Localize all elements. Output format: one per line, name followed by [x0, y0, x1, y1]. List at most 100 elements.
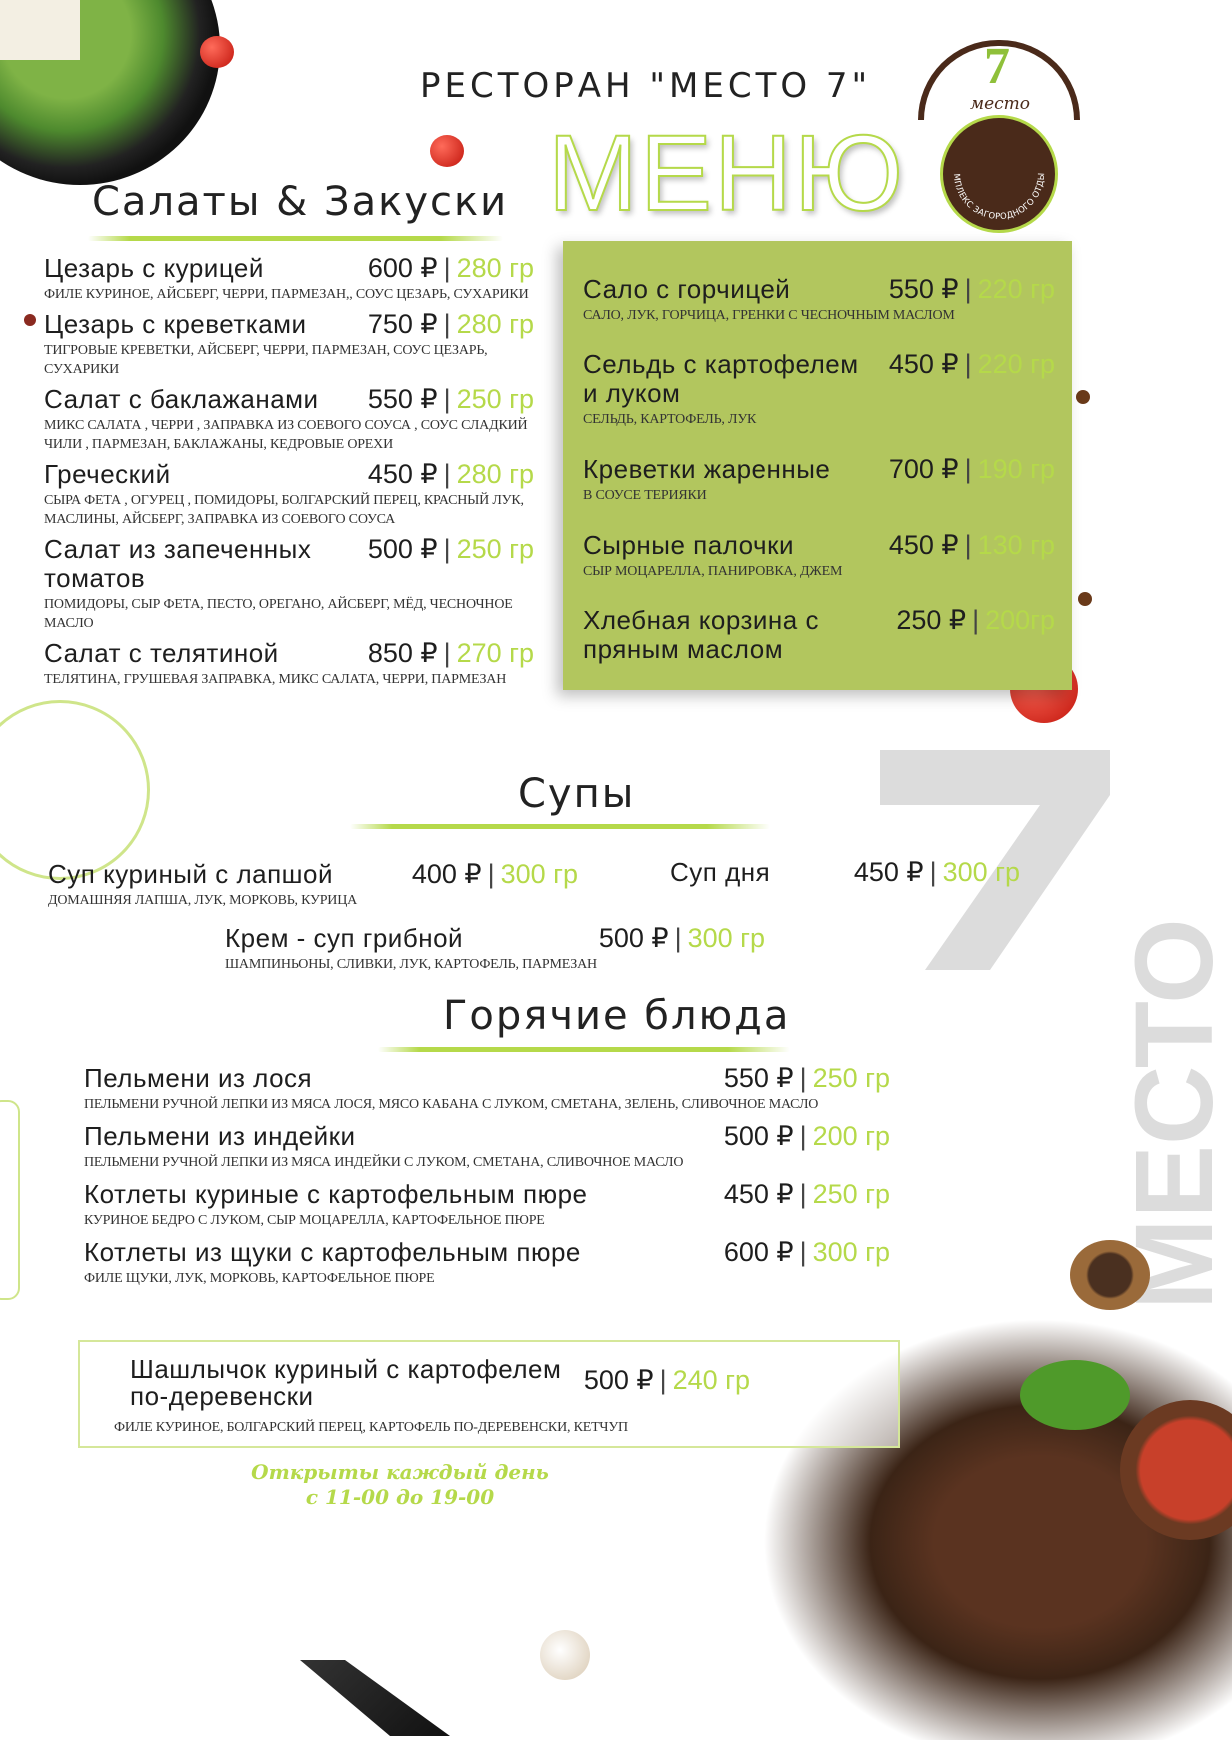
dish-price: 400 ₽ | 300 гр	[412, 860, 578, 889]
price-value: 550 ₽	[888, 273, 959, 304]
weight-value: 280 гр	[456, 253, 534, 283]
soup-item: Суп куриный с лапшой 400 ₽ | 300 гр домашняя…	[48, 860, 578, 910]
tomato-image	[200, 36, 234, 68]
item-row: Пельмени из лося 550 ₽ | 250 гр	[84, 1064, 890, 1093]
dish-name: Сельдь с картофелем и луком	[583, 349, 859, 409]
item-row: Салат с баклажанами 550 ₽ | 250 гр	[44, 385, 534, 414]
tomato-image	[430, 135, 464, 167]
menu-item: Суп дня 450 ₽ | 300 гр	[670, 858, 1020, 887]
dish-name: Котлеты куриные с картофельным пюре	[84, 1179, 588, 1209]
dish-name: Пельмени из лося	[84, 1063, 313, 1093]
dish-name: Салат из запеченных томатов	[44, 534, 312, 593]
menu-item: Салат с телятиной 850 ₽ | 270 гр телятина, г…	[44, 639, 534, 689]
peppercorn-icon	[1076, 390, 1090, 404]
item-row: Сало с горчицей 550 ₽ | 220 гр	[583, 273, 1055, 304]
weight-value: 270 гр	[456, 638, 534, 668]
item-row: Котлеты из щуки с картофельным пюре 600 ₽…	[84, 1238, 890, 1267]
dish-description: шампиньоны, сливки, лук, картофель, парм…	[225, 957, 597, 972]
dish-price: 450 ₽ | 220 гр	[889, 350, 1055, 379]
separator: |	[799, 1121, 807, 1151]
section-underline	[350, 824, 770, 829]
dish-description: тигровые креветки, айсберг, черри, парме…	[44, 343, 488, 377]
dish-price: 550 ₽ | 220 гр	[888, 273, 1055, 304]
menu-item: Сырные палочки 450 ₽ | 130 гр сыр моцарелла,…	[583, 529, 1055, 581]
bottle-sketch-image	[0, 1100, 20, 1300]
price-value: 550 ₽	[723, 1063, 794, 1093]
logo-ring-text-svg: КОМПЛЕКС ЗАГОРОДНОГО ОТДЫХА	[940, 115, 1047, 222]
menu-item: Греческий 450 ₽ | 280 гр сыра фета , огурец …	[44, 460, 534, 529]
weight-value: 300 гр	[500, 859, 578, 889]
separator: |	[964, 529, 972, 560]
separator: |	[799, 1063, 807, 1093]
price-value: 450 ₽	[723, 1179, 794, 1209]
soup-item: Суп дня 450 ₽ | 300 гр	[670, 858, 1020, 887]
snacks-panel	[563, 241, 1072, 690]
basil-leaf-image	[1020, 1360, 1130, 1430]
logo-number: 7	[984, 38, 1010, 95]
weight-value: 300 гр	[687, 923, 765, 953]
separator: |	[964, 349, 972, 380]
dish-name: Суп куриный с лапшой	[48, 859, 334, 889]
dish-price: 500 ₽ | 240 гр	[584, 1366, 750, 1395]
price-value: 550 ₽	[367, 384, 438, 414]
dish-price: 500 ₽ | 250 гр	[368, 535, 534, 564]
spice-spoon-image	[1070, 1240, 1150, 1310]
weight-value: 220 гр	[977, 349, 1055, 380]
logo-ring-text: КОМПЛЕКС ЗАГОРОДНОГО ОТДЫХА	[940, 115, 1047, 222]
item-row: Сырные палочки 450 ₽ | 130 гр	[583, 529, 1055, 560]
price-value: 500 ₽	[598, 923, 669, 953]
dish-price: 450 ₽ | 300 гр	[854, 858, 1020, 887]
peppercorn-icon	[24, 314, 36, 326]
weight-value: 240 гр	[672, 1365, 750, 1395]
item-row: Салат с телятиной 850 ₽ | 270 гр	[44, 639, 534, 668]
separator: |	[674, 923, 682, 953]
sauce-bowl-image	[1120, 1400, 1232, 1540]
menu-item: Суп куриный с лапшой 400 ₽ | 300 гр домашняя…	[48, 860, 578, 910]
item-row: Салат из запеченных томатов 500 ₽ | 250 гр	[44, 535, 534, 593]
dish-name: Хлебная корзина с пряным маслом	[583, 605, 819, 665]
price-value: 450 ₽	[853, 857, 924, 887]
price-value: 400 ₽	[411, 859, 482, 889]
snacks-list: Сало с горчицей 550 ₽ | 220 гр сало, лук, го…	[583, 262, 1055, 677]
dish-price: 450 ₽ | 280 гр	[368, 460, 534, 489]
svg-text:КОМПЛЕКС ЗАГОРОДНОГО ОТДЫХА: КОМПЛЕКС ЗАГОРОДНОГО ОТДЫХА	[940, 115, 1047, 222]
item-row: Котлеты куриные с картофельным пюре 450 ₽…	[84, 1180, 890, 1209]
dish-description: домашняя лапша, лук, морковь, курица	[48, 893, 358, 908]
dish-name: Салат с баклажанами	[44, 384, 319, 414]
dish-price: 550 ₽ | 250 гр	[724, 1064, 890, 1093]
menu-item: Цезарь с креветками 750 ₽ | 280 гр тигровые …	[44, 310, 534, 379]
menu-item: Салат из запеченных томатов 500 ₽ | 250 гр п…	[44, 535, 534, 633]
section-title-soups: Супы	[518, 771, 636, 817]
item-row: Креветки жаренные 700 ₽ | 190 гр	[583, 454, 1055, 484]
item-row: Суп дня 450 ₽ | 300 гр	[670, 858, 1020, 887]
dish-name: Шашлычок куриный с картофелем по-деревен…	[130, 1354, 562, 1411]
weight-value: 280 гр	[456, 309, 534, 339]
dish-price: 600 ₽ | 280 гр	[368, 254, 534, 283]
dish-price: 250 ₽ | 200гр	[896, 606, 1055, 635]
weight-value: 220 гр	[977, 273, 1055, 304]
dish-description: пельмени ручной лепки из мяса индейки с …	[84, 1155, 684, 1170]
menu-item: Креветки жаренные 700 ₽ | 190 гр в соусе тер…	[583, 454, 1055, 505]
separator: |	[487, 859, 495, 889]
menu-item: Хлебная корзина с пряным маслом 250 ₽ | 200…	[583, 606, 1055, 664]
item-row: Цезарь с креветками 750 ₽ | 280 гр	[44, 310, 534, 339]
menu-item: Котлеты куриные с картофельным пюре 450 ₽…	[84, 1180, 890, 1230]
dish-price: 500 ₽ | 200 гр	[724, 1122, 890, 1151]
separator: |	[659, 1365, 667, 1395]
dish-description: в соусе терияки	[583, 487, 707, 503]
fork-knife-image	[300, 1660, 450, 1736]
price-value: 500 ₽	[367, 534, 438, 564]
price-value: 450 ₽	[888, 349, 959, 380]
dish-price: 450 ₽ | 250 гр	[724, 1180, 890, 1209]
dish-description: микс салата , черри , заправка из соевог…	[44, 418, 528, 452]
restaurant-title: РЕСТОРАН "МЕСТО 7"	[420, 66, 872, 106]
item-row: Пельмени из индейки 500 ₽ | 200 гр	[84, 1122, 890, 1151]
dish-name: Крем - суп грибной	[225, 923, 464, 953]
separator: |	[799, 1237, 807, 1267]
logo: 7 место КОМПЛЕКС ЗАГОРОДНОГО ОТДЫХА	[918, 38, 1080, 233]
weight-value: 130 гр	[977, 529, 1055, 560]
separator: |	[443, 309, 451, 339]
weight-value: 280 гр	[456, 459, 534, 489]
dish-price: 450 ₽ | 130 гр	[889, 529, 1055, 560]
dish-description: куриное бедро с луком, сыр моцарелла, ка…	[84, 1213, 545, 1228]
